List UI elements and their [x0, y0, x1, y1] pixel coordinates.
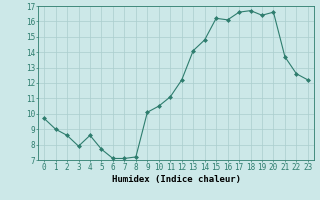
X-axis label: Humidex (Indice chaleur): Humidex (Indice chaleur)	[111, 175, 241, 184]
